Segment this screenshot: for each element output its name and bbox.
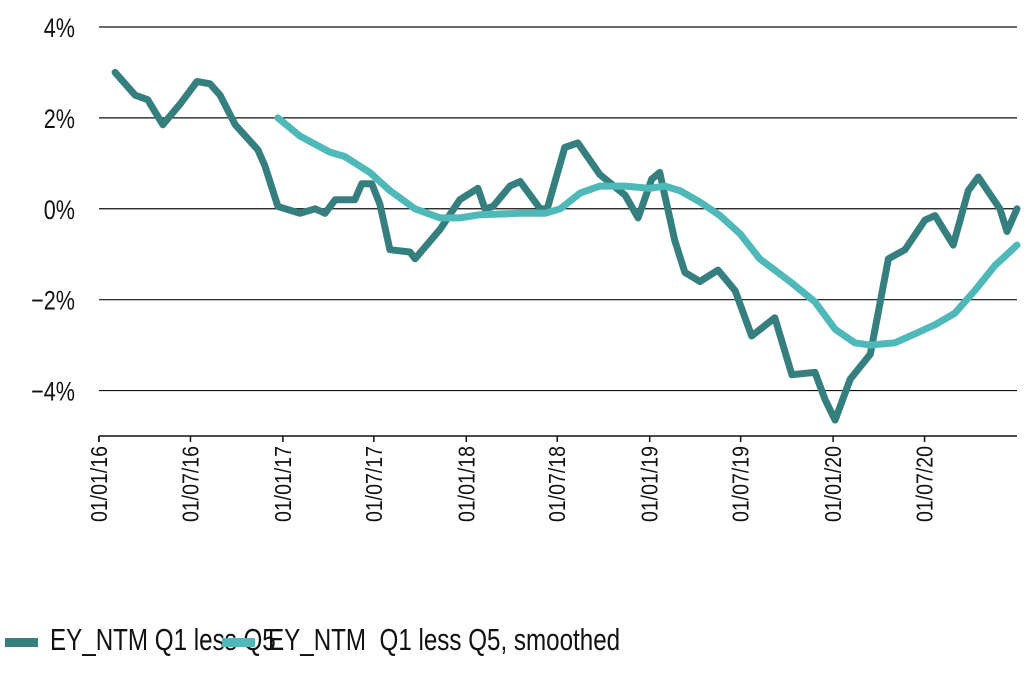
- x-tick-label: 01/07/18: [545, 446, 571, 522]
- series-line-smoothed: [274, 114, 1021, 349]
- series-lines: [111, 68, 1021, 424]
- x-tick-label: 01/07/16: [178, 446, 204, 522]
- x-tick-label: 01/07/20: [912, 446, 938, 522]
- x-tick-label: 01/01/17: [270, 446, 296, 522]
- x-tick-label: 01/07/19: [728, 446, 754, 522]
- x-axis: 01/01/16 01/07/16 01/01/17 01/07/17 01/01/18…: [87, 435, 1017, 522]
- legend-label-smoothed: EY_NTM Q1 less Q5, smoothed: [268, 622, 621, 657]
- series-line-raw: [111, 68, 1021, 424]
- y-axis-labels: 4% 2% 0% −2% −4%: [31, 14, 75, 407]
- y-tick-label: 4%: [44, 14, 75, 44]
- x-tick-label: 01/01/18: [454, 446, 480, 522]
- y-tick-label: 2%: [44, 105, 75, 135]
- x-tick-label: 01/07/17: [361, 446, 387, 522]
- x-tick-label: 01/01/16: [87, 446, 113, 522]
- legend-swatch-raw: [5, 638, 38, 647]
- legend-swatch-smoothed: [222, 638, 255, 647]
- x-tick-label: 01/01/20: [821, 446, 847, 522]
- line-chart: 4%2%0%−2%−4% 01/01/16 01/07/16 01/01/17 01/…: [31, 14, 1021, 522]
- y-tick-label: −2%: [31, 286, 75, 316]
- y-tick-label: 0%: [44, 196, 75, 226]
- x-tick-label: 01/01/19: [637, 446, 663, 522]
- y-tick-label: −4%: [31, 377, 75, 407]
